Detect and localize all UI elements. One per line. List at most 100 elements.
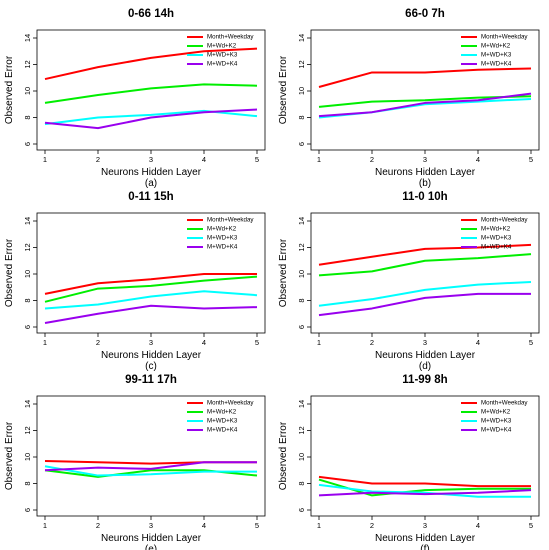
series-line-4 xyxy=(44,461,257,472)
series-line-4 xyxy=(318,489,532,497)
x-tick-label: 2 xyxy=(96,155,100,164)
x-tick-label: 2 xyxy=(370,521,374,530)
y-tick-label: 14 xyxy=(297,34,306,42)
y-tick-label: 6 xyxy=(23,325,32,329)
y-tick-label: 6 xyxy=(23,142,32,146)
y-tick-label: 6 xyxy=(297,325,306,329)
panel-label: (f) xyxy=(420,544,429,550)
legend-entry: M+WD+K4 xyxy=(481,61,512,68)
series-line-3 xyxy=(44,465,257,477)
series-line-1 xyxy=(318,475,531,488)
series-line-3 xyxy=(44,290,258,310)
series-line-3 xyxy=(318,483,531,498)
series-line-3 xyxy=(44,109,258,126)
x-tick-label: 1 xyxy=(43,155,47,164)
series-line-2 xyxy=(318,253,532,277)
panel-label: (c) xyxy=(145,361,157,372)
x-axis-label: Neurons Hidden Layer xyxy=(375,167,476,178)
legend-entry: Month+Weekday xyxy=(207,217,254,224)
legend-entry: Month+Weekday xyxy=(481,217,528,224)
chart-title: 11-0 10h xyxy=(402,191,447,203)
legend-entry: M+WD+K3 xyxy=(481,235,512,242)
x-tick-label: 2 xyxy=(96,521,100,530)
legend-entry: Month+Weekday xyxy=(207,400,254,407)
y-tick-label: 6 xyxy=(297,508,306,512)
x-tick-label: 4 xyxy=(476,521,480,530)
y-axis-label: Observed Error xyxy=(4,421,15,490)
legend-entry: M+Wd+K2 xyxy=(481,43,511,50)
legend-entry: M+WD+K4 xyxy=(481,427,512,434)
x-tick-label: 5 xyxy=(255,338,259,347)
panel-label: (a) xyxy=(145,178,157,189)
y-tick-label: 10 xyxy=(23,453,32,461)
legend-entry: M+Wd+K2 xyxy=(481,409,511,416)
y-axis-label: Observed Error xyxy=(278,421,289,490)
series-line-3 xyxy=(318,280,532,307)
x-tick-label: 4 xyxy=(202,521,206,530)
series-line-4 xyxy=(44,108,258,130)
x-tick-label: 2 xyxy=(96,338,100,347)
x-tick-label: 3 xyxy=(149,155,153,164)
series-line-1 xyxy=(44,273,257,295)
y-tick-label: 8 xyxy=(23,481,32,485)
legend-entry: M+WD+K3 xyxy=(207,418,238,425)
legend-entry: M+WD+K3 xyxy=(481,418,512,425)
x-tick-label: 5 xyxy=(529,521,533,530)
legend-entry: M+WD+K3 xyxy=(207,235,238,242)
x-tick-label: 3 xyxy=(149,338,153,347)
y-tick-label: 12 xyxy=(297,60,306,68)
series-line-1 xyxy=(318,67,532,88)
y-axis-label: Observed Error xyxy=(278,55,289,124)
y-tick-label: 12 xyxy=(23,243,32,251)
x-tick-label: 4 xyxy=(202,155,206,164)
legend-entry: M+WD+K3 xyxy=(207,52,238,59)
y-tick-label: 14 xyxy=(23,400,32,408)
x-axis-label: Neurons Hidden Layer xyxy=(375,533,476,544)
legend-entry: M+Wd+K2 xyxy=(481,226,511,233)
x-tick-label: 2 xyxy=(370,338,374,347)
x-tick-label: 5 xyxy=(529,338,533,347)
x-tick-label: 3 xyxy=(423,155,427,164)
chart-title: 0-11 15h xyxy=(128,191,173,203)
y-tick-label: 14 xyxy=(297,217,306,225)
panel-label: (b) xyxy=(419,178,431,189)
legend-entry: M+WD+K3 xyxy=(481,52,512,59)
legend-entry: M+Wd+K2 xyxy=(207,409,237,416)
x-axis-label: Neurons Hidden Layer xyxy=(375,350,476,361)
x-tick-label: 4 xyxy=(202,338,206,347)
y-tick-label: 10 xyxy=(297,453,306,461)
y-tick-label: 6 xyxy=(23,508,32,512)
x-tick-label: 3 xyxy=(423,338,427,347)
y-tick-label: 12 xyxy=(297,243,306,251)
x-tick-label: 1 xyxy=(43,338,47,347)
panel-label: (e) xyxy=(145,544,157,550)
legend-entry: Month+Weekday xyxy=(481,400,528,407)
y-tick-label: 8 xyxy=(23,115,32,119)
x-tick-label: 4 xyxy=(476,155,480,164)
legend-entry: M+WD+K4 xyxy=(481,244,512,251)
series-line-2 xyxy=(44,83,258,104)
legend-entry: Month+Weekday xyxy=(481,34,528,41)
y-tick-label: 12 xyxy=(23,60,32,68)
legend-entry: M+Wd+K2 xyxy=(207,226,237,233)
y-tick-label: 14 xyxy=(23,217,32,225)
y-tick-label: 6 xyxy=(297,142,306,146)
x-tick-label: 5 xyxy=(255,155,259,164)
y-tick-label: 8 xyxy=(23,298,32,302)
panel-label: (d) xyxy=(419,361,431,372)
chart-title: 99-11 17h xyxy=(125,374,177,386)
y-tick-label: 12 xyxy=(23,426,32,434)
y-tick-label: 8 xyxy=(297,298,306,302)
series-line-4 xyxy=(318,92,532,118)
legend-entry: Month+Weekday xyxy=(207,34,254,41)
y-tick-label: 8 xyxy=(297,115,306,119)
y-tick-label: 14 xyxy=(23,34,32,42)
y-tick-label: 10 xyxy=(23,270,32,278)
y-tick-label: 12 xyxy=(297,426,306,434)
y-tick-label: 10 xyxy=(297,87,306,95)
